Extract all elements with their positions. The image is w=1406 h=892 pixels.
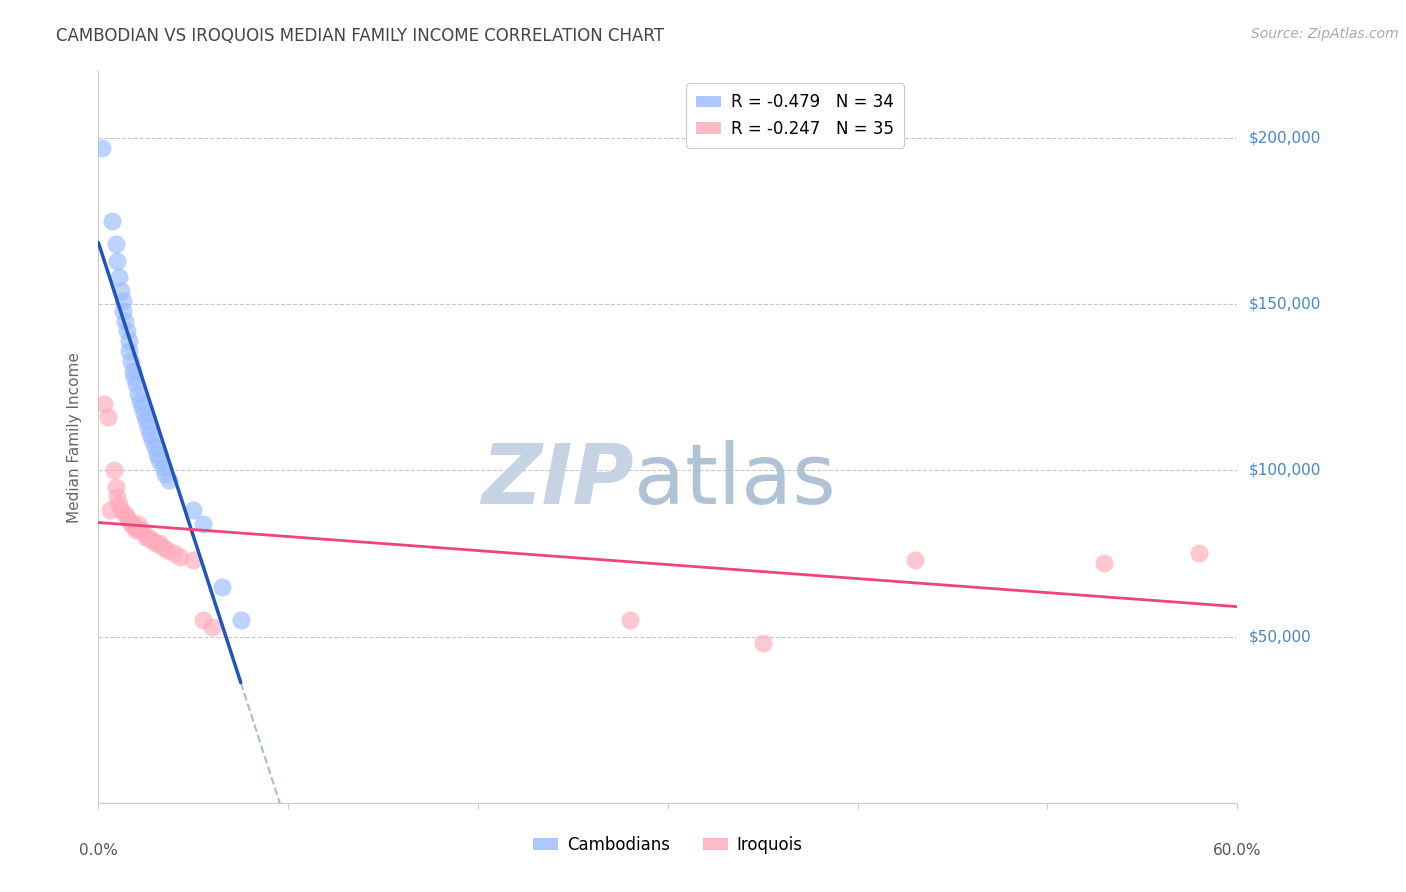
Point <box>191 516 214 531</box>
Point <box>131 523 153 537</box>
Point <box>129 523 152 537</box>
Point <box>1094 557 1116 571</box>
Point <box>104 480 127 494</box>
Point <box>124 520 146 534</box>
Y-axis label: Median Family Income: Median Family Income <box>67 351 83 523</box>
Point <box>97 410 120 425</box>
Point <box>183 553 205 567</box>
Point <box>163 546 186 560</box>
Point <box>141 533 163 548</box>
Point <box>201 619 224 633</box>
Point <box>148 536 170 550</box>
Point <box>129 393 152 408</box>
Point <box>141 434 163 448</box>
Point <box>211 580 233 594</box>
Point <box>118 513 141 527</box>
Point <box>112 293 135 308</box>
Point <box>124 370 146 384</box>
Point <box>152 540 174 554</box>
Point <box>118 343 141 358</box>
Text: 60.0%: 60.0% <box>1213 843 1261 858</box>
Point <box>148 453 170 467</box>
Text: atlas: atlas <box>634 441 835 522</box>
Text: ZIP: ZIP <box>481 441 634 522</box>
Point <box>127 516 149 531</box>
Text: $100,000: $100,000 <box>1249 463 1320 478</box>
Point <box>132 407 155 421</box>
Point <box>107 490 129 504</box>
Point <box>183 503 205 517</box>
Point <box>752 636 775 650</box>
Point <box>108 497 131 511</box>
Point <box>169 549 191 564</box>
Point <box>121 363 143 377</box>
Point <box>125 523 148 537</box>
Point <box>135 413 157 427</box>
Point <box>125 376 148 391</box>
Point <box>136 530 159 544</box>
Point <box>135 530 157 544</box>
Point <box>104 237 127 252</box>
Point <box>904 553 927 567</box>
Point <box>110 284 132 298</box>
Point <box>145 440 167 454</box>
Point <box>120 353 142 368</box>
Point <box>103 463 125 477</box>
Point <box>115 509 138 524</box>
Point <box>229 613 252 627</box>
Text: $150,000: $150,000 <box>1249 297 1320 311</box>
Point <box>152 460 174 475</box>
Point <box>153 467 176 481</box>
Point <box>107 253 129 268</box>
Point <box>114 314 136 328</box>
Legend: Cambodians, Iroquois: Cambodians, Iroquois <box>527 829 808 860</box>
Point <box>156 543 179 558</box>
Point <box>619 613 641 627</box>
Point <box>157 473 180 487</box>
Point <box>110 503 132 517</box>
Point <box>120 516 142 531</box>
Point <box>114 507 136 521</box>
Point <box>131 400 153 414</box>
Point <box>91 141 114 155</box>
Point <box>146 447 169 461</box>
Text: CAMBODIAN VS IROQUOIS MEDIAN FAMILY INCOME CORRELATION CHART: CAMBODIAN VS IROQUOIS MEDIAN FAMILY INCO… <box>56 27 664 45</box>
Point <box>127 387 149 401</box>
Point <box>121 516 143 531</box>
Point <box>118 334 141 348</box>
Point <box>1188 546 1211 560</box>
Point <box>93 397 115 411</box>
Point <box>108 270 131 285</box>
Point <box>191 613 214 627</box>
Point <box>98 503 121 517</box>
Point <box>145 536 167 550</box>
Point <box>112 303 135 318</box>
Text: $50,000: $50,000 <box>1249 629 1312 644</box>
Point <box>115 324 138 338</box>
Point <box>136 420 159 434</box>
Point <box>100 214 122 228</box>
Text: $200,000: $200,000 <box>1249 130 1320 145</box>
Text: 0.0%: 0.0% <box>79 843 118 858</box>
Point <box>138 426 160 441</box>
Text: Source: ZipAtlas.com: Source: ZipAtlas.com <box>1251 27 1399 41</box>
